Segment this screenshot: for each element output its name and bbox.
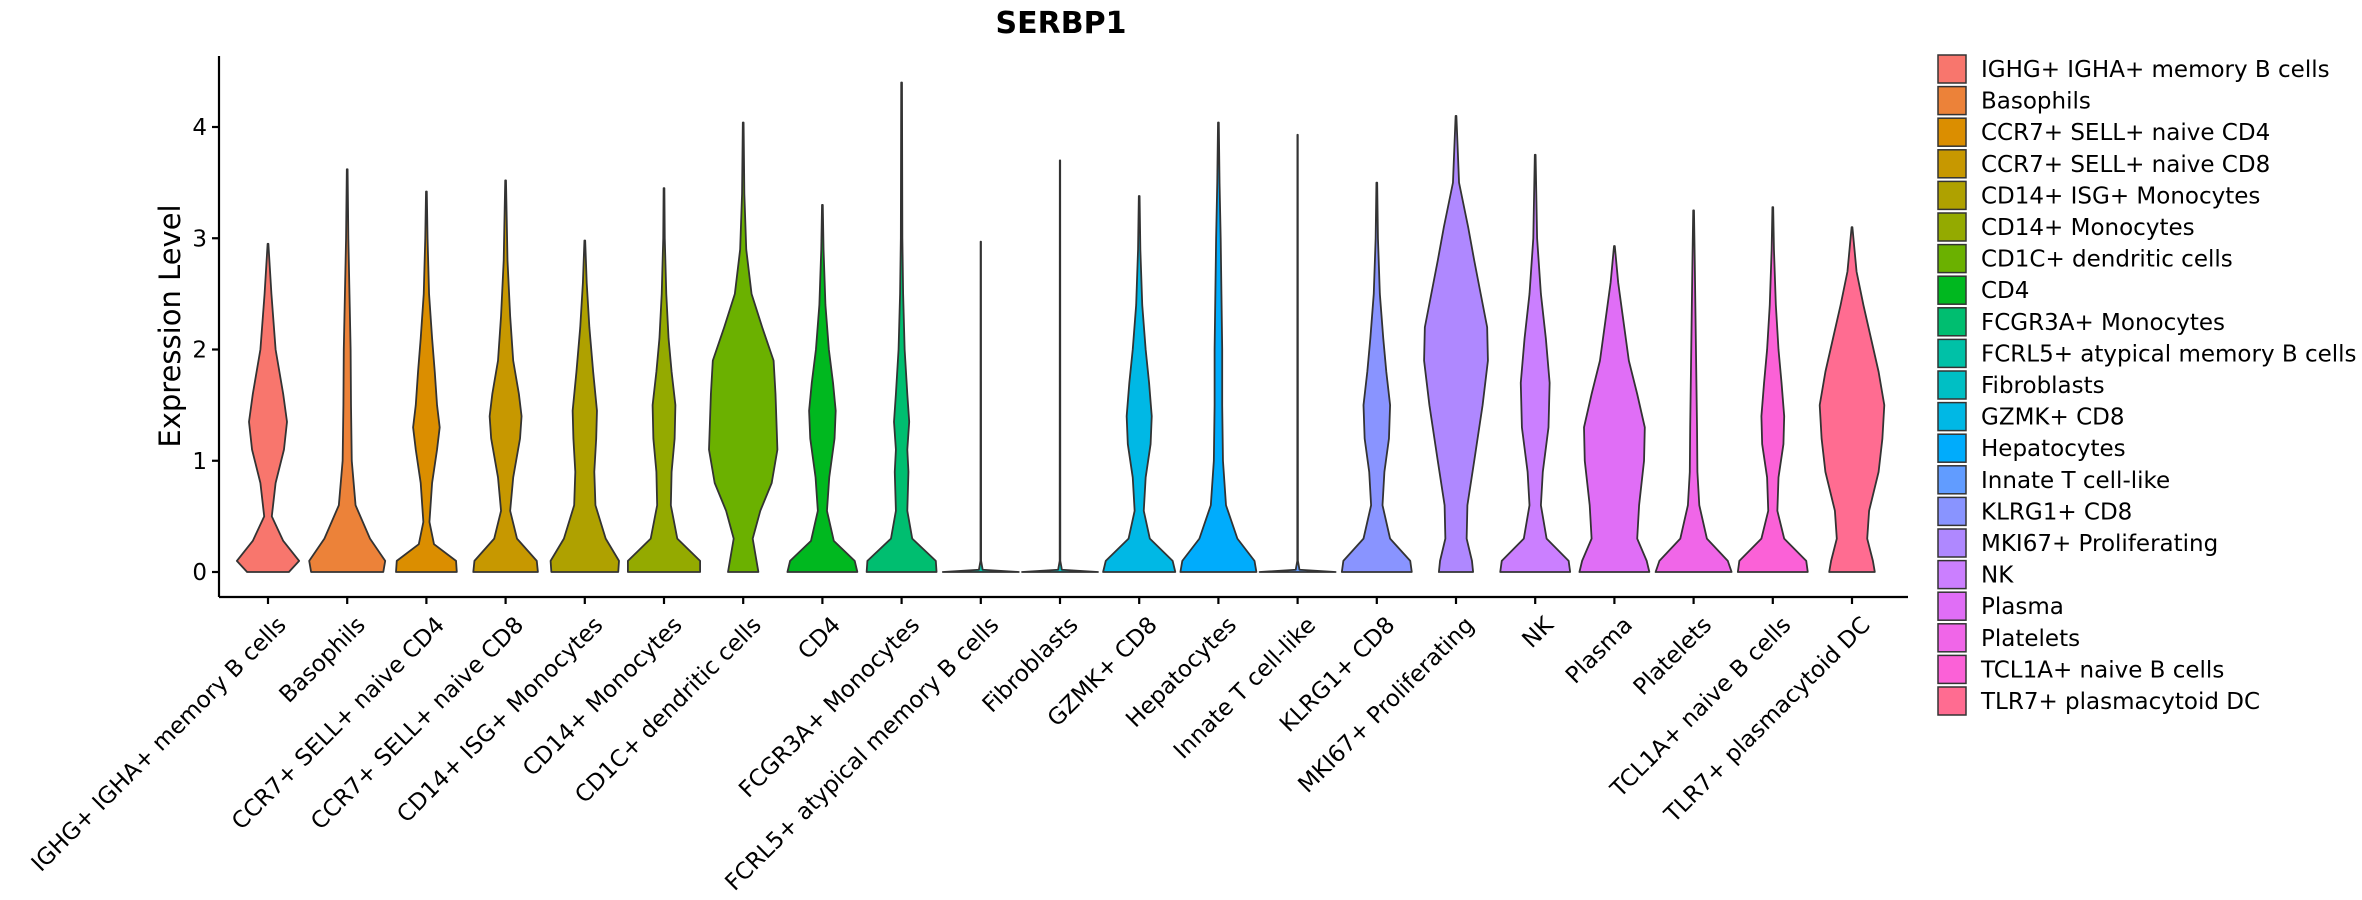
violin-4 — [549, 239, 620, 573]
violin-16 — [1499, 153, 1572, 573]
y-tick-label: 1 — [192, 449, 207, 475]
x-tick-label: Plasma — [1561, 612, 1638, 689]
legend-swatch — [1937, 54, 1967, 84]
legend-label: CD14+ Monocytes — [1981, 215, 2195, 241]
legend-label: FCRL5+ atypical memory B cells — [1981, 341, 2357, 367]
legend-swatch — [1937, 465, 1967, 495]
violin-5 — [627, 187, 701, 573]
x-tick-label: NK — [1518, 612, 1560, 654]
violin-3 — [472, 179, 539, 573]
violin-1 — [308, 168, 387, 573]
legend-label: CCR7+ SELL+ naive CD8 — [1981, 152, 2270, 178]
y-tick-label: 3 — [192, 226, 207, 252]
legend-swatch — [1937, 243, 1967, 274]
legend-label: TLR7+ plasmacytoid DC — [1980, 689, 2260, 715]
legend-swatch — [1937, 149, 1967, 179]
legend-label: Plasma — [1981, 594, 2064, 620]
legend-swatch — [1937, 180, 1967, 211]
y-tick-label: 0 — [192, 560, 207, 586]
legend: IGHG+ IGHA+ memory B cells Basophils CCR7+… — [1937, 54, 2357, 716]
violin-17 — [1578, 245, 1651, 573]
violin-20 — [1818, 226, 1886, 573]
legend-swatch — [1937, 370, 1967, 400]
legend-swatch — [1937, 401, 1967, 432]
x-tick-label: CD14+ Monocytes — [518, 612, 687, 781]
legend-swatch — [1937, 212, 1967, 242]
violin-14 — [1340, 181, 1413, 573]
chart-title: SERBP1 — [996, 6, 1127, 41]
legend-swatch — [1937, 496, 1967, 527]
legend-label: CD1C+ dendritic cells — [1981, 247, 2233, 273]
violin-9 — [941, 240, 1020, 573]
violin-11 — [1102, 195, 1177, 573]
legend-label: Innate T cell-like — [1981, 468, 2170, 494]
violin-12 — [1179, 121, 1258, 573]
violin-8 — [865, 81, 938, 573]
violin-15 — [1423, 114, 1489, 573]
x-tick-label: CD4 — [793, 612, 846, 665]
legend-swatch — [1937, 85, 1967, 116]
legend-label: IGHG+ IGHA+ memory B cells — [1981, 57, 2330, 83]
violin-19 — [1736, 206, 1809, 573]
legend-swatch — [1937, 307, 1967, 337]
violin-0 — [235, 242, 301, 573]
y-tick-label: 4 — [192, 115, 207, 141]
legend-label: GZMK+ CD8 — [1981, 405, 2125, 431]
legend-label: NK — [1981, 563, 2014, 589]
legend-swatch — [1937, 433, 1967, 463]
violin-13 — [1258, 133, 1337, 573]
legend-label: Basophils — [1981, 89, 2091, 115]
legend-label: CD4 — [1981, 278, 2029, 304]
legend-swatch — [1937, 117, 1967, 147]
legend-label: TCL1A+ naive B cells — [1980, 657, 2224, 683]
x-tick-label: FCRL5+ atypical memory B cells — [720, 612, 1004, 896]
legend-label: Hepatocytes — [1981, 436, 2126, 462]
violin-10 — [1021, 159, 1099, 573]
legend-label: FCGR3A+ Monocytes — [1981, 310, 2225, 336]
x-tick-label: IGHG+ IGHA+ memory B cells — [27, 612, 292, 877]
violin-6 — [708, 121, 779, 573]
legend-label: CD14+ ISG+ Monocytes — [1981, 183, 2260, 209]
legend-swatch — [1937, 591, 1967, 621]
y-axis-label: Expression Level — [153, 204, 187, 447]
legend-label: KLRG1+ CD8 — [1981, 499, 2132, 525]
legend-swatch — [1937, 654, 1967, 685]
legend-label: CCR7+ SELL+ naive CD4 — [1981, 120, 2270, 146]
violin-18 — [1654, 209, 1733, 573]
legend-swatch — [1937, 338, 1967, 369]
legend-label: Platelets — [1981, 626, 2080, 652]
y-tick-label: 2 — [192, 338, 207, 364]
x-tick-label: Innate T cell-like — [1169, 612, 1321, 764]
legend-label: MKI67+ Proliferating — [1981, 531, 2218, 557]
legend-swatch — [1937, 559, 1967, 590]
legend-label: Fibroblasts — [1981, 373, 2105, 399]
legend-swatch — [1937, 275, 1967, 305]
violin-7 — [786, 203, 859, 573]
legend-swatch — [1937, 686, 1967, 716]
legend-swatch — [1937, 623, 1967, 653]
violin-2 — [395, 190, 458, 573]
legend-swatch — [1937, 528, 1967, 558]
